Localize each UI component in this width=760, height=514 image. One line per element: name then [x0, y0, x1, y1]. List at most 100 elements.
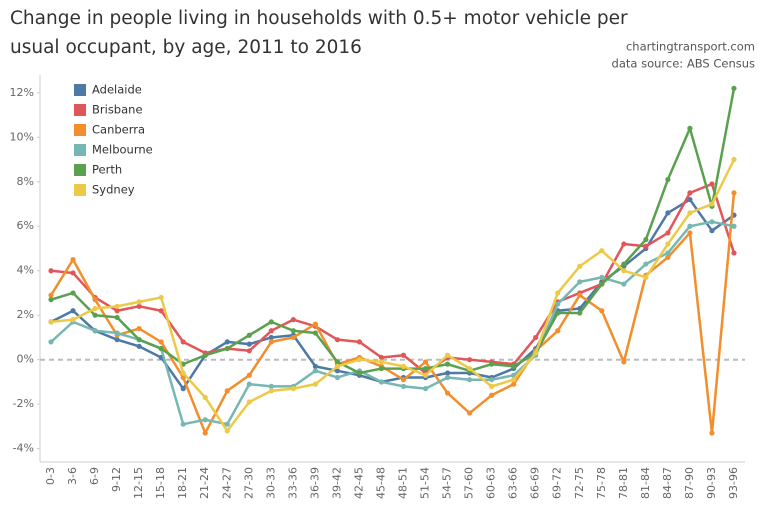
data-point [356, 370, 363, 376]
series [48, 196, 737, 392]
data-point [709, 228, 715, 234]
data-point [643, 236, 649, 243]
data-point [202, 352, 208, 358]
x-tick-label: 36-39 [308, 467, 321, 499]
x-tick-label: 48-51 [397, 467, 410, 499]
x-tick-label: 3-6 [66, 467, 79, 485]
data-point [114, 337, 120, 343]
y-tick-label: 6% [17, 219, 34, 232]
data-point [599, 248, 605, 254]
x-tick-label: 54-57 [441, 467, 454, 499]
data-point [511, 381, 517, 387]
data-point [665, 210, 671, 216]
y-tick-label: -2% [13, 397, 34, 410]
data-point [599, 281, 605, 287]
data-point [70, 290, 76, 296]
data-point [621, 268, 627, 274]
data-point [511, 363, 517, 369]
data-point [136, 337, 142, 343]
series [48, 156, 737, 434]
legend-swatch [74, 144, 86, 156]
data-point [246, 399, 252, 405]
series [48, 190, 737, 436]
data-point [555, 328, 561, 334]
x-tick-label: 78-81 [617, 467, 630, 499]
data-point [70, 317, 76, 323]
data-point [665, 254, 671, 260]
data-point [467, 410, 473, 416]
data-point [158, 294, 164, 301]
data-point [180, 386, 186, 392]
series [48, 181, 737, 376]
data-point [467, 377, 473, 383]
data-point [246, 381, 252, 387]
x-tick-label: 84-87 [661, 467, 674, 499]
legend-swatch [74, 104, 86, 116]
y-tick-label: 8% [17, 175, 34, 188]
data-point [731, 223, 737, 229]
data-point [290, 334, 296, 341]
data-point [643, 274, 649, 280]
data-point [334, 368, 341, 374]
y-tick-label: 0% [17, 353, 34, 366]
x-tick-label: 12-15 [132, 467, 145, 499]
data-point [489, 377, 495, 383]
data-point [489, 383, 495, 389]
data-point [687, 230, 693, 236]
data-point [665, 176, 671, 183]
x-tick-label: 63-66 [507, 467, 520, 499]
data-point [114, 308, 120, 314]
data-point [621, 281, 627, 287]
legend-label: Sydney [92, 183, 135, 197]
legend-swatch [74, 184, 86, 196]
data-point [92, 328, 98, 334]
data-point [246, 348, 252, 354]
data-point [334, 337, 341, 343]
legend-label: Perth [92, 163, 122, 177]
data-point [665, 241, 671, 247]
x-tick-label: 81-84 [639, 467, 652, 499]
data-point [731, 85, 737, 91]
data-point [48, 268, 54, 274]
x-tick-label: 0-3 [44, 467, 57, 485]
data-point [400, 352, 407, 358]
data-point [444, 374, 451, 381]
data-point [290, 317, 296, 323]
data-point [599, 274, 605, 280]
x-tick-label: 27-30 [242, 467, 255, 499]
data-point [356, 357, 363, 363]
data-point [687, 196, 693, 203]
data-point [378, 354, 385, 361]
data-point [312, 330, 318, 336]
data-point [467, 357, 473, 363]
data-point [136, 343, 142, 349]
data-point [48, 339, 54, 345]
data-point [246, 372, 252, 378]
data-point [444, 370, 451, 376]
y-tick-label: 10% [10, 130, 34, 143]
data-point [268, 383, 274, 389]
data-point [444, 361, 451, 367]
series [48, 85, 737, 376]
data-point [621, 359, 627, 365]
data-point [312, 381, 318, 387]
data-point [136, 325, 142, 332]
legend-label: Adelaide [92, 83, 142, 97]
series-line [50, 158, 736, 433]
data-point [643, 243, 649, 249]
data-point [577, 263, 583, 269]
x-tick-label: 39-42 [330, 467, 343, 499]
x-tick-label: 6-9 [88, 467, 101, 485]
legend-label: Melbourne [92, 143, 153, 157]
x-tick-label: 87-90 [683, 467, 696, 499]
data-point [577, 310, 583, 316]
data-point [577, 292, 583, 298]
data-point [489, 361, 495, 367]
data-point [70, 270, 76, 276]
data-point [92, 312, 98, 318]
data-point [224, 388, 230, 394]
data-point [577, 279, 583, 285]
data-point [268, 328, 274, 334]
data-point [643, 261, 649, 267]
data-point [378, 359, 385, 365]
